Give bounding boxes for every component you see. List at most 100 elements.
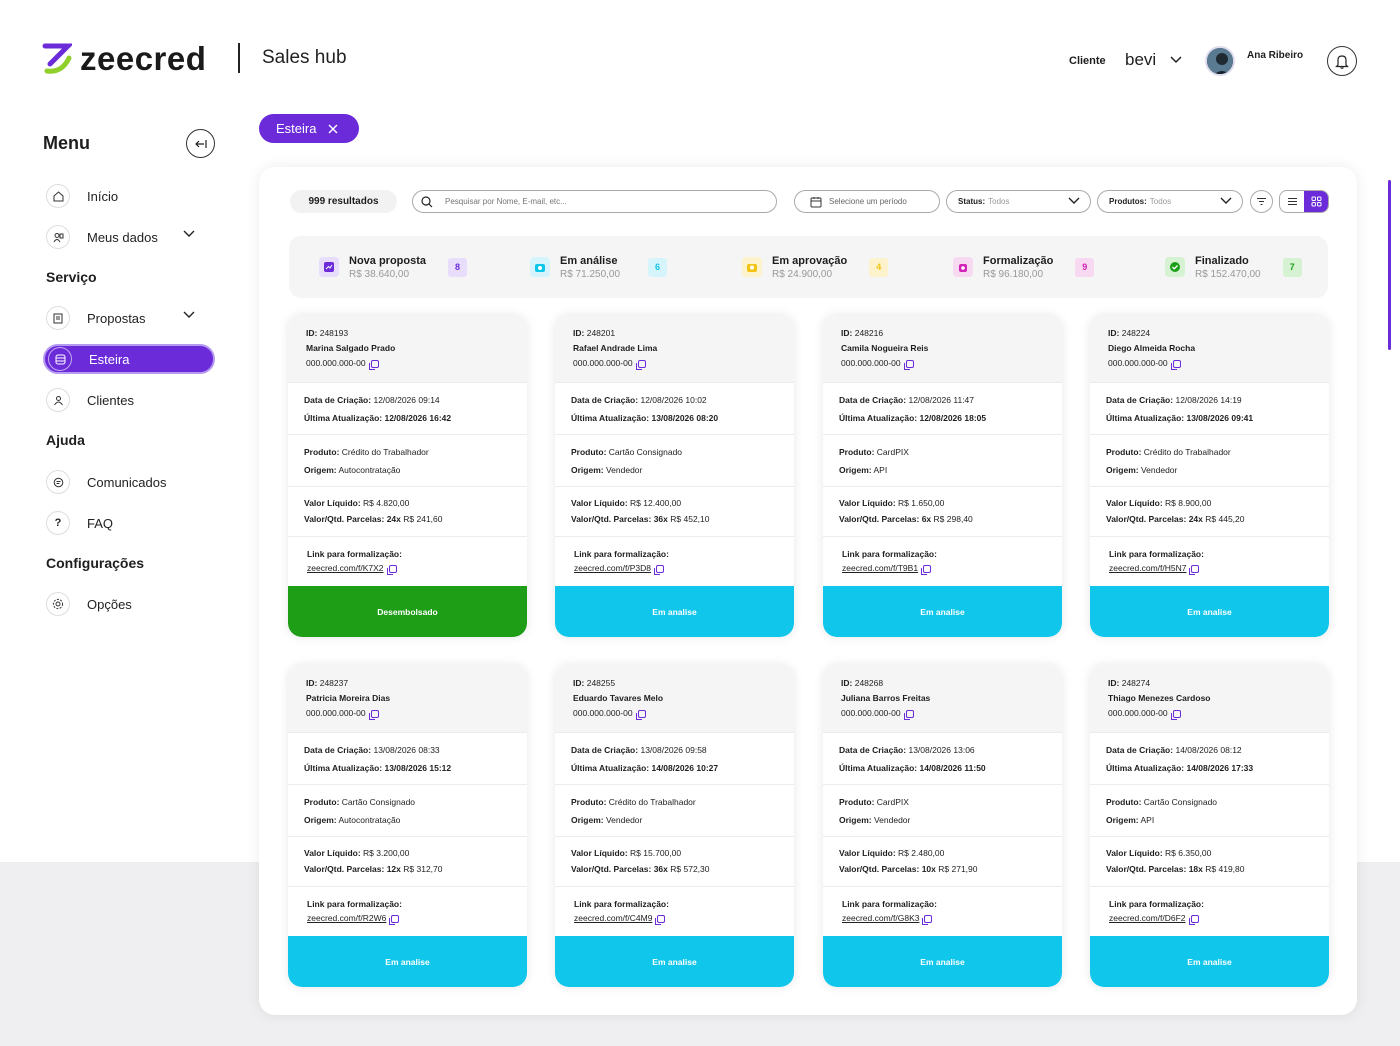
sidebar-item-propostas[interactable]: Propostas <box>43 303 215 333</box>
card-header: ID: 248193 Marina Salgado Prado 000.000.00… <box>288 315 527 382</box>
close-icon[interactable] <box>328 124 338 134</box>
sidebar-item-meus-dados[interactable]: Meus dados <box>43 222 215 252</box>
user-name[interactable]: Ana Ribeiro <box>1247 50 1304 61</box>
sidebar-item-esteira[interactable]: Esteira <box>43 344 215 374</box>
created-label: Data de Criação: <box>839 395 907 405</box>
net-value-label: Valor Líquido: <box>839 498 896 508</box>
proposal-card[interactable]: ID: 248268 Juliana Barros Freitas 000.000.… <box>823 665 1062 987</box>
collapse-menu-button[interactable] <box>186 129 215 158</box>
proposal-id: 248224 <box>1121 328 1151 338</box>
copy-icon[interactable] <box>922 914 933 925</box>
grid-view-button[interactable] <box>1304 191 1328 212</box>
avatar[interactable] <box>1205 46 1235 76</box>
sidebar-item-opcoes[interactable]: Opções <box>43 589 215 619</box>
search-input[interactable] <box>445 197 745 206</box>
proposal-card[interactable]: ID: 248216 Camila Nogueira Reis 000.000.00… <box>823 315 1062 637</box>
net-value: R$ 12.400,00 <box>630 498 682 508</box>
card-header: ID: 248268 Juliana Barros Freitas 000.000.… <box>823 665 1062 732</box>
proposal-card[interactable]: ID: 248237 Patricia Moreira Dias 000.000.0… <box>288 665 527 987</box>
copy-icon[interactable] <box>635 709 646 720</box>
period-picker[interactable]: Selecione um período <box>794 190 940 213</box>
pipeline-icon <box>48 347 72 371</box>
stage-title: Nova proposta <box>349 254 427 267</box>
installments-qty: 18x <box>1188 864 1203 874</box>
status-button[interactable]: Em analise <box>823 936 1062 987</box>
created-label: Data de Criação: <box>839 745 907 755</box>
copy-icon[interactable] <box>386 564 397 575</box>
formalization-link[interactable]: zeecred.com/f/T9B1 <box>842 563 919 573</box>
status-button[interactable]: Em analise <box>555 936 794 987</box>
stage-em-aprovacao[interactable]: Em aprovação R$ 24.900,00 4 <box>742 236 889 298</box>
stage-value: R$ 24.900,00 <box>772 268 833 280</box>
product-value: Crédito do Trabalhador <box>1143 447 1231 457</box>
installments-qty: 12x <box>386 864 401 874</box>
proposal-id: 248201 <box>586 328 616 338</box>
proposal-card[interactable]: ID: 248274 Thiago Menezes Cardoso 000.000.… <box>1090 665 1329 987</box>
formalization-link[interactable]: zeecred.com/f/K7X2 <box>307 563 384 573</box>
sidebar-item-clientes[interactable]: Clientes <box>43 385 215 415</box>
values-section: Valor Líquido: R$ 3.200,00 Valor/Qtd. Par… <box>288 836 527 886</box>
product-name: Sales hub <box>262 47 347 68</box>
net-value: R$ 8.900,00 <box>1165 498 1212 508</box>
origin-value: API <box>873 465 888 475</box>
copy-icon[interactable] <box>389 914 400 925</box>
formalization-link[interactable]: zeecred.com/f/G8K3 <box>842 913 920 923</box>
sidebar-item-comunicados[interactable]: Comunicados <box>43 467 215 497</box>
logo[interactable]: zeecred <box>42 40 206 78</box>
copy-icon[interactable] <box>655 914 666 925</box>
copy-icon[interactable] <box>903 359 914 370</box>
installments-value: R$ 572,30 <box>670 864 710 874</box>
active-filter-chip[interactable]: Esteira <box>259 114 359 143</box>
link-section: Link para formalização: zeecred.com/f/P3D… <box>555 536 794 586</box>
copy-icon[interactable] <box>921 564 932 575</box>
stage-em-analise[interactable]: Em análise R$ 71.250,00 6 <box>530 236 668 298</box>
copy-icon[interactable] <box>1189 564 1200 575</box>
formalization-link[interactable]: zeecred.com/f/D6F2 <box>1109 913 1186 923</box>
products-value: Todos <box>1149 197 1172 206</box>
proposal-card[interactable]: ID: 248193 Marina Salgado Prado 000.000.00… <box>288 315 527 637</box>
installments-label: Valor/Qtd. Parcelas: <box>304 514 385 524</box>
copy-icon[interactable] <box>654 564 665 575</box>
section-title-configuracoes: Configurações <box>46 555 145 571</box>
stage-formalizacao[interactable]: Formalização R$ 96.180,00 9 <box>953 236 1095 298</box>
status-button[interactable]: Em analise <box>288 936 527 987</box>
sidebar-item-inicio[interactable]: Início <box>43 181 215 211</box>
notifications-button[interactable] <box>1327 46 1357 76</box>
list-view-button[interactable] <box>1280 191 1304 212</box>
proposal-card[interactable]: ID: 248224 Diego Almeida Rocha 000.000.000… <box>1090 315 1329 637</box>
client-select[interactable]: bevi <box>1125 50 1182 70</box>
status-button[interactable]: Em analise <box>555 586 794 637</box>
copy-icon[interactable] <box>368 709 379 720</box>
copy-icon[interactable] <box>368 359 379 370</box>
installments-value: R$ 241,60 <box>403 514 443 524</box>
search-box[interactable] <box>412 190 777 213</box>
formalization-link[interactable]: zeecred.com/f/R2W6 <box>307 913 387 923</box>
status-button[interactable]: Em analise <box>823 586 1062 637</box>
proposal-card[interactable]: ID: 248201 Rafael Andrade Lima 000.000.000… <box>555 315 794 637</box>
status-button[interactable]: Em analise <box>1090 586 1329 637</box>
product-label: Produto: <box>571 447 607 457</box>
filter-button[interactable] <box>1250 190 1273 213</box>
installments-label: Valor/Qtd. Parcelas: <box>1106 514 1187 524</box>
copy-icon[interactable] <box>1188 914 1199 925</box>
scrollbar[interactable] <box>1388 180 1391 350</box>
products-dropdown[interactable]: Produtos: Todos <box>1097 190 1243 213</box>
copy-icon[interactable] <box>635 359 646 370</box>
copy-icon[interactable] <box>903 709 914 720</box>
status-button[interactable]: Em analise <box>1090 936 1329 987</box>
proposal-card[interactable]: ID: 248255 Eduardo Tavares Melo 000.000.00… <box>555 665 794 987</box>
proposal-id: 248255 <box>586 678 616 688</box>
stage-nova-proposta[interactable]: Nova proposta R$ 38.640,00 8 <box>319 236 468 298</box>
status-dropdown[interactable]: Status: Todos <box>946 190 1091 213</box>
stage-finalizado[interactable]: Finalizado R$ 152.470,00 7 <box>1165 236 1302 298</box>
sidebar-item-faq[interactable]: ? FAQ <box>43 508 215 538</box>
formalization-link[interactable]: zeecred.com/f/C4M9 <box>574 913 653 923</box>
copy-icon[interactable] <box>1170 359 1181 370</box>
status-button[interactable]: Desembolsado <box>288 586 527 637</box>
stage-title: Finalizado <box>1195 254 1249 267</box>
formalization-link[interactable]: zeecred.com/f/H5N7 <box>1109 563 1187 573</box>
formalization-link[interactable]: zeecred.com/f/P3D8 <box>574 563 652 573</box>
link-label: Link para formalização: <box>307 899 402 909</box>
copy-icon[interactable] <box>1170 709 1181 720</box>
net-value-label: Valor Líquido: <box>304 498 361 508</box>
